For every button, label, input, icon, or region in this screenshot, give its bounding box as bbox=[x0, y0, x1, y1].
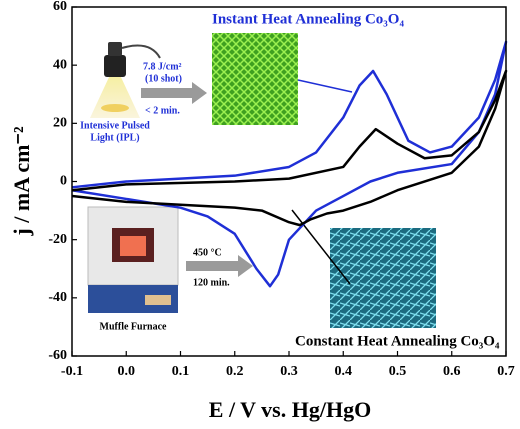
series-label: Constant Heat Annealing Co₃O₄ bbox=[295, 333, 500, 349]
ipl-lamp-illustration bbox=[90, 42, 161, 118]
y-tick-label: 0 bbox=[60, 174, 67, 189]
x-tick-label: 0.0 bbox=[118, 364, 136, 379]
cv-curve bbox=[71, 69, 508, 227]
sem-image-blue bbox=[330, 228, 436, 328]
annotation: Light (IPL) bbox=[90, 132, 139, 143]
y-tick-label: -40 bbox=[48, 290, 67, 305]
annotation: 120 min. bbox=[193, 277, 230, 288]
pointer-line bbox=[291, 209, 351, 285]
x-tick-label: 0.3 bbox=[280, 364, 298, 379]
x-tick-label: -0.1 bbox=[61, 364, 83, 379]
x-tick-label: 0.7 bbox=[497, 364, 515, 379]
x-tick-label: 0.4 bbox=[335, 364, 353, 379]
y-tick-label: -20 bbox=[48, 232, 67, 247]
y-tick-label: 20 bbox=[53, 116, 67, 131]
x-tick-label: 0.2 bbox=[226, 364, 244, 379]
x-tick-label: 0.1 bbox=[172, 364, 190, 379]
annotation: 450 °C bbox=[193, 247, 222, 258]
process-arrow bbox=[186, 255, 253, 277]
sem-image-green bbox=[212, 33, 298, 125]
x-axis-label: E / V vs. Hg/HgO bbox=[209, 397, 371, 422]
y-tick-label: -60 bbox=[48, 348, 67, 363]
annotation: Intensive Pulsed bbox=[80, 120, 150, 131]
annotation: < 2 min. bbox=[145, 105, 180, 116]
annotation: 7.8 J/cm² bbox=[143, 61, 182, 72]
annotation: Muffle Furnace bbox=[100, 321, 167, 332]
pointer-line bbox=[297, 79, 353, 93]
process-arrow bbox=[141, 82, 207, 104]
x-tick-label: 0.5 bbox=[389, 364, 407, 379]
furnace-illustration bbox=[87, 206, 179, 313]
y-axis-label: j / mA cm⁻² bbox=[9, 126, 34, 237]
annotation: (10 shot) bbox=[145, 73, 182, 84]
series-label: Instant Heat Annealing Co₃O₄ bbox=[212, 11, 404, 27]
cv-curve bbox=[71, 40, 508, 288]
x-tick-label: 0.6 bbox=[443, 364, 461, 379]
y-tick-label: 40 bbox=[53, 57, 67, 72]
y-tick-label: 60 bbox=[53, 0, 67, 14]
